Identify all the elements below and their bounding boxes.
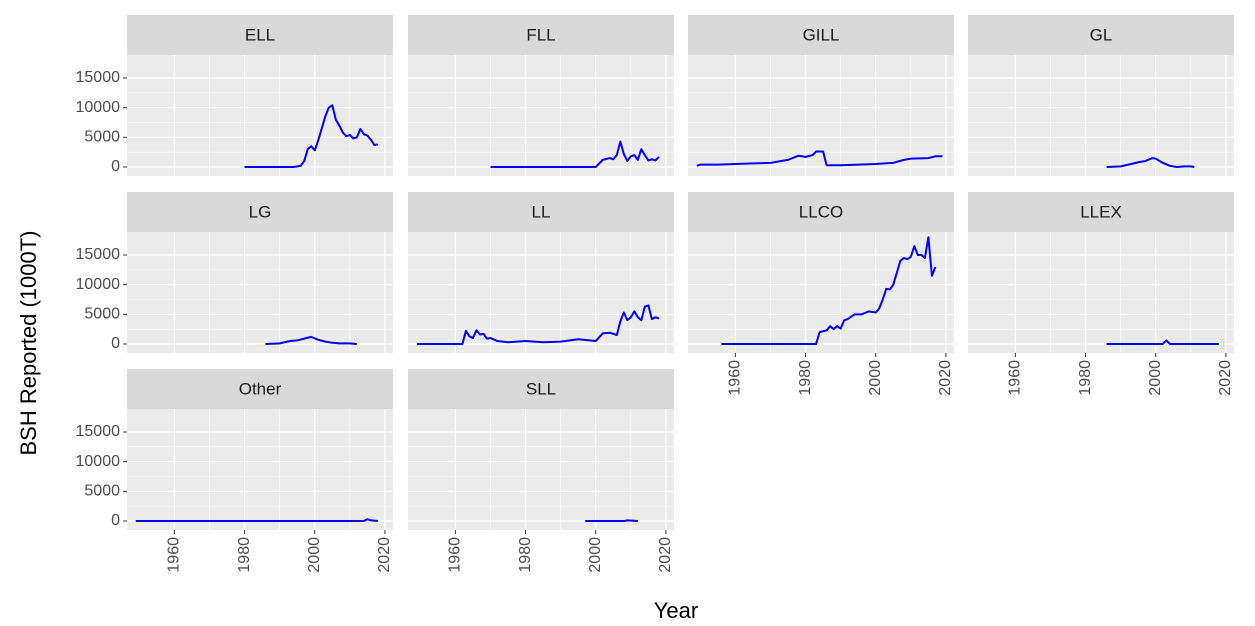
y-tick-label: 0 bbox=[111, 158, 120, 175]
panel bbox=[688, 55, 954, 176]
y-tick-label: 15000 bbox=[76, 246, 121, 263]
y-tick-label: 5000 bbox=[84, 129, 120, 146]
strip bbox=[968, 192, 1234, 232]
y-tick-label: 0 bbox=[111, 335, 120, 352]
data-line bbox=[1106, 157, 1195, 168]
x-tick-label: 1980 bbox=[517, 537, 534, 573]
facet-title: GILL bbox=[803, 25, 840, 44]
strip bbox=[127, 15, 393, 55]
y-tick-label: 0 bbox=[111, 512, 120, 529]
panel bbox=[968, 55, 1234, 176]
data-line bbox=[1106, 339, 1219, 345]
x-tick-label: 2020 bbox=[937, 360, 954, 396]
x-tick-label: 1960 bbox=[727, 360, 744, 396]
panel bbox=[127, 409, 393, 530]
y-tick-label: 10000 bbox=[76, 99, 121, 116]
facet-title: LG bbox=[249, 202, 272, 221]
x-tick-label: 1980 bbox=[797, 360, 814, 396]
x-tick-label: 2000 bbox=[306, 537, 323, 573]
data-line bbox=[696, 150, 943, 167]
strip bbox=[968, 15, 1234, 55]
y-tick-label: 15000 bbox=[76, 423, 121, 440]
facet-title: LL bbox=[532, 202, 551, 221]
panel bbox=[688, 232, 954, 353]
data-line bbox=[585, 519, 638, 522]
panel bbox=[127, 232, 393, 353]
panel bbox=[408, 232, 674, 353]
y-tick-label: 15000 bbox=[76, 69, 121, 86]
data-line bbox=[265, 335, 357, 345]
x-tick-label: 2020 bbox=[657, 537, 674, 573]
x-tick-label: 2020 bbox=[376, 537, 393, 573]
data-line bbox=[135, 518, 378, 522]
x-tick-label: 2000 bbox=[867, 360, 884, 396]
y-tick-label: 10000 bbox=[76, 453, 121, 470]
data-line bbox=[721, 236, 937, 345]
y-tick-label: 5000 bbox=[84, 483, 120, 500]
facet-title: SLL bbox=[526, 379, 556, 398]
facet-title: Other bbox=[239, 379, 282, 398]
strip bbox=[127, 192, 393, 232]
facet-title: GL bbox=[1090, 25, 1113, 44]
x-tick-label: 1960 bbox=[447, 537, 464, 573]
y-tick-label: 5000 bbox=[84, 306, 120, 323]
panel bbox=[408, 409, 674, 530]
facet-title: LLCO bbox=[799, 202, 843, 221]
strip bbox=[688, 192, 954, 232]
y-axis-title: BSH Reported (1000T) bbox=[16, 231, 41, 456]
y-tick-label: 10000 bbox=[76, 276, 121, 293]
panel bbox=[968, 232, 1234, 353]
strip bbox=[408, 15, 674, 55]
x-tick-label: 1960 bbox=[1007, 360, 1024, 396]
strip bbox=[408, 369, 674, 409]
facet-title: LLEX bbox=[1080, 202, 1122, 221]
x-tick-label: 2000 bbox=[587, 537, 604, 573]
panel bbox=[127, 55, 393, 176]
x-tick-label: 1960 bbox=[166, 537, 183, 573]
panel bbox=[408, 55, 674, 176]
x-tick-label: 2000 bbox=[1147, 360, 1164, 396]
strip bbox=[408, 192, 674, 232]
facet-title: FLL bbox=[526, 25, 555, 44]
strip bbox=[688, 15, 954, 55]
x-tick-label: 2020 bbox=[1217, 360, 1234, 396]
data-line bbox=[490, 140, 660, 168]
x-axis-title: Year bbox=[654, 598, 698, 623]
x-tick-label: 1980 bbox=[1077, 360, 1094, 396]
data-line bbox=[416, 304, 660, 345]
strip bbox=[127, 369, 393, 409]
x-tick-label: 1980 bbox=[236, 537, 253, 573]
data-line bbox=[244, 104, 379, 168]
facet-title: ELL bbox=[245, 25, 275, 44]
